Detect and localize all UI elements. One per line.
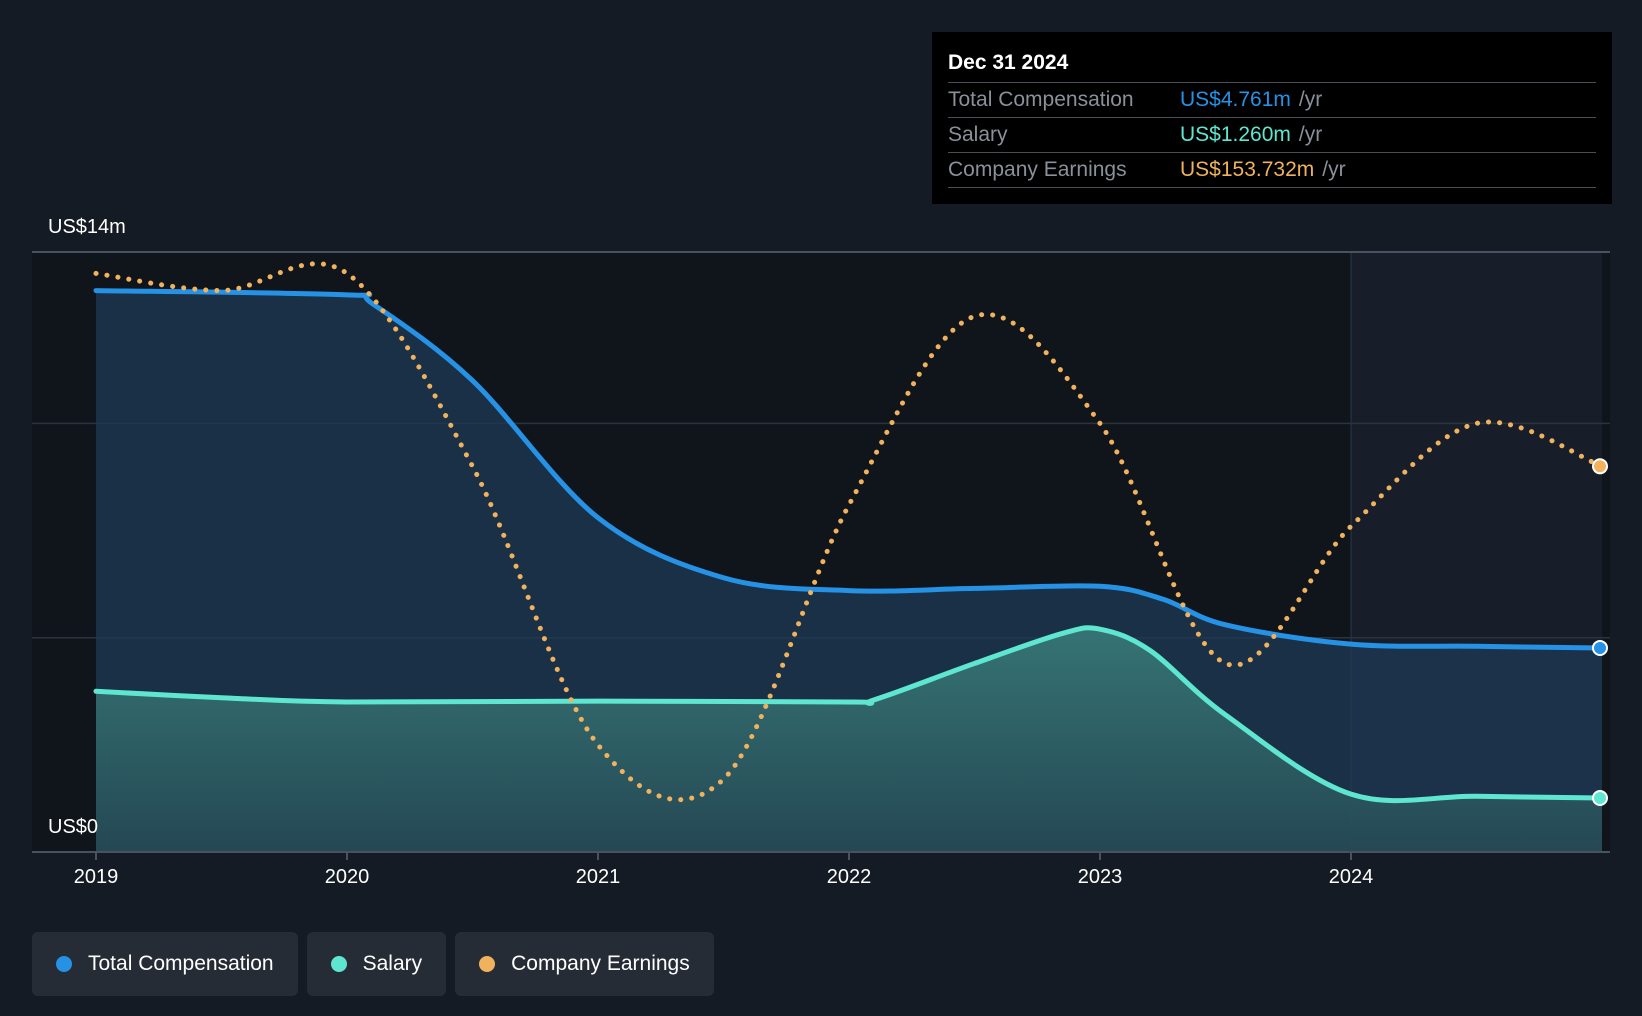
legend: Total Compensation Salary Company Earnin… xyxy=(32,932,714,996)
tooltip-label: Salary xyxy=(948,123,1008,146)
tooltip-unit: /yr xyxy=(1298,88,1323,111)
legend-label: Salary xyxy=(362,952,423,975)
company-earnings-end-marker xyxy=(1592,458,1608,475)
tooltip-label: Total Compensation xyxy=(948,88,1134,111)
legend-dot-icon xyxy=(56,956,72,972)
tooltip-value: US$1.260m xyxy=(1180,123,1291,146)
legend-item-company-earnings[interactable]: Company Earnings xyxy=(455,932,714,996)
tooltip-value: US$4.761m xyxy=(1180,88,1291,111)
tooltip-row-company-earnings: Company Earnings US$153.732m /yr xyxy=(948,153,1596,188)
tooltip: Dec 31 2024 Total Compensation US$4.761m… xyxy=(932,32,1612,204)
legend-item-salary[interactable]: Salary xyxy=(306,932,447,996)
x-tick-label: 2021 xyxy=(575,866,621,888)
x-tick-label: 2024 xyxy=(1328,866,1374,888)
legend-label: Company Earnings xyxy=(511,952,690,975)
tooltip-value: US$153.732m xyxy=(1180,158,1315,181)
x-tick-label: 2023 xyxy=(1077,866,1123,888)
legend-label: Total Compensation xyxy=(88,952,274,975)
x-tick-label: 2022 xyxy=(826,866,872,888)
company-earnings-line xyxy=(93,261,1605,803)
legend-dot-icon xyxy=(330,956,347,972)
salary-area xyxy=(96,627,1602,852)
tooltip-row-total-compensation: Total Compensation US$4.761m /yr xyxy=(948,83,1596,118)
tooltip-label: Company Earnings xyxy=(948,158,1127,181)
salary-end-marker xyxy=(1592,790,1608,806)
total-compensation-line xyxy=(93,288,1605,651)
x-tick-label: 2020 xyxy=(324,866,370,888)
tooltip-date: Dec 31 2024 xyxy=(948,46,1596,83)
tooltip-unit: /yr xyxy=(1322,158,1346,181)
tooltip-row-salary: Salary US$1.260m /yr xyxy=(948,118,1596,153)
salary-line xyxy=(93,625,1605,804)
x-tick-label: 2019 xyxy=(73,866,119,888)
y-axis-top-label: US$14m xyxy=(48,216,126,238)
legend-item-total-compensation[interactable]: Total Compensation xyxy=(32,932,298,996)
total-compensation-end-marker xyxy=(1592,639,1608,656)
tooltip-unit: /yr xyxy=(1298,123,1323,146)
y-axis-bottom-label: US$0 xyxy=(48,816,99,838)
legend-dot-icon xyxy=(479,956,496,972)
